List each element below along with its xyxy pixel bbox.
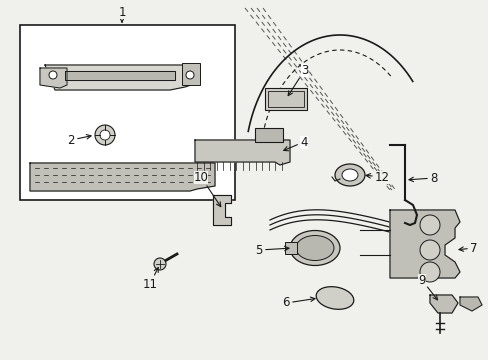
Text: 10: 10	[193, 171, 220, 207]
Bar	[285, 242, 296, 254]
Ellipse shape	[316, 287, 353, 309]
Polygon shape	[65, 71, 175, 80]
Text: 2: 2	[67, 134, 91, 147]
Ellipse shape	[295, 235, 333, 261]
Circle shape	[419, 262, 439, 282]
Text: 7: 7	[458, 242, 476, 255]
Bar	[20, 25, 235, 200]
Circle shape	[419, 240, 439, 260]
Ellipse shape	[334, 164, 364, 186]
Polygon shape	[213, 195, 230, 225]
Text: 1: 1	[118, 5, 125, 22]
Bar	[264, 88, 306, 110]
Text: 12: 12	[365, 171, 389, 184]
Circle shape	[185, 71, 194, 79]
Polygon shape	[40, 68, 67, 88]
Circle shape	[49, 71, 57, 79]
Text: 9: 9	[417, 274, 437, 300]
Polygon shape	[459, 297, 481, 311]
Circle shape	[154, 258, 165, 270]
Ellipse shape	[289, 230, 339, 266]
Polygon shape	[389, 210, 459, 278]
Text: 3: 3	[287, 63, 308, 96]
Polygon shape	[45, 65, 200, 90]
Text: 4: 4	[283, 135, 307, 151]
Bar	[254, 128, 283, 142]
Bar	[267, 91, 304, 107]
Text: 8: 8	[408, 171, 436, 185]
Bar	[182, 63, 200, 85]
Polygon shape	[195, 140, 289, 165]
Text: 6: 6	[282, 297, 314, 310]
Text: 5: 5	[255, 243, 288, 257]
Circle shape	[100, 130, 110, 140]
Polygon shape	[429, 295, 457, 313]
Circle shape	[95, 125, 115, 145]
Text: 11: 11	[142, 267, 158, 291]
Ellipse shape	[341, 169, 357, 181]
Polygon shape	[30, 163, 215, 191]
Circle shape	[419, 215, 439, 235]
